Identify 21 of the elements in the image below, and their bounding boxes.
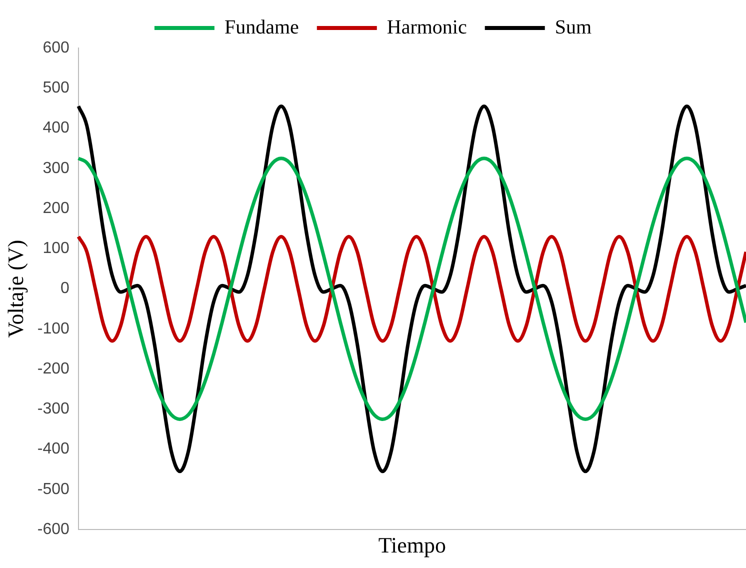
legend-label: Fundame: [224, 16, 300, 38]
y-tick-label: -200: [37, 360, 70, 378]
y-axis-title: Voltaje (V): [2, 240, 28, 338]
y-tick-label: 600: [42, 39, 70, 56]
x-axis-title: Tiempo: [378, 532, 446, 558]
y-tick-label: 500: [42, 80, 70, 97]
y-tick-label: -300: [37, 400, 70, 418]
legend-label: Sum: [554, 16, 592, 38]
y-tick-label: 400: [42, 120, 70, 137]
line-series: [76, 234, 746, 343]
line-series: [76, 104, 746, 474]
y-tick-label: -400: [37, 440, 70, 458]
y-tick-label: 0: [60, 280, 70, 298]
y-tick-label: -600: [37, 521, 70, 538]
y-tick-label: 200: [42, 200, 70, 217]
y-tick-label: -100: [37, 320, 70, 338]
y-tick-label: -500: [37, 480, 70, 498]
y-tick-label: 100: [42, 240, 70, 258]
line-series: [76, 156, 746, 421]
y-tick-label: 300: [42, 160, 70, 177]
legend-label: Harmonic: [386, 16, 467, 38]
